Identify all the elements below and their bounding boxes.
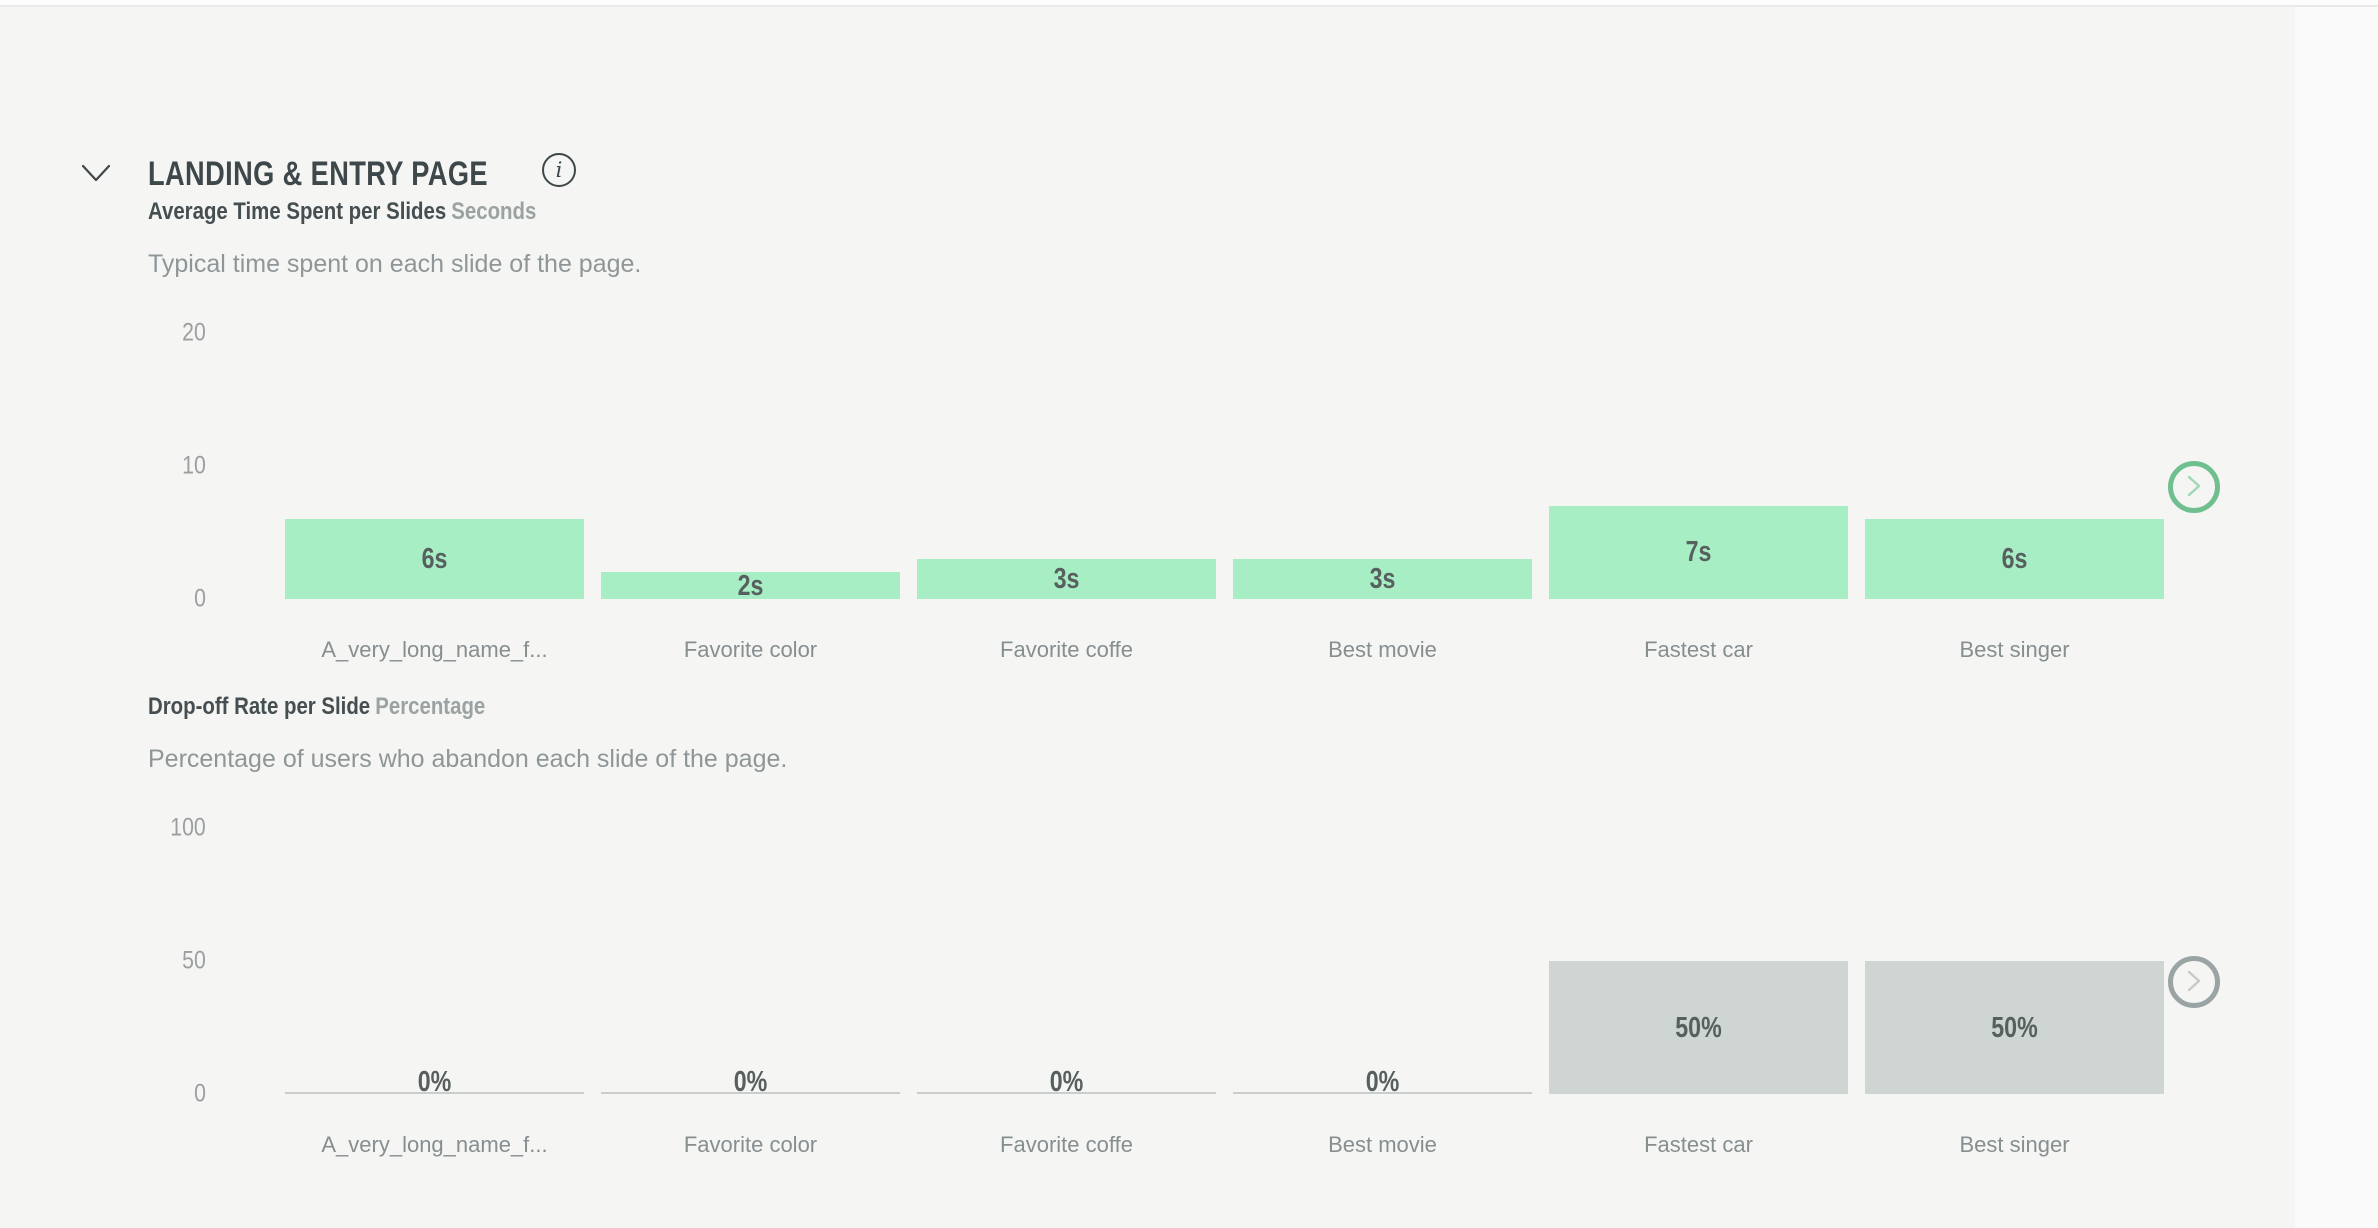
y-axis: 100 50 0: [148, 814, 206, 1108]
bar-value-label: 7s: [1685, 536, 1712, 569]
collapse-section-button[interactable]: [80, 162, 112, 184]
bar-slot: 0%: [285, 828, 584, 1098]
x-category-label: Favorite color: [683, 1132, 818, 1157]
chart-title: Average Time Spent per Slides Seconds: [148, 200, 1933, 224]
x-category-label: Favorite coffe: [1000, 1132, 1133, 1157]
bar-value-label: 0%: [417, 1066, 452, 1098]
bar-slot: 6s: [1865, 333, 2164, 599]
x-category-label: Fastest car: [1644, 1132, 1753, 1157]
bar-slot: 0%: [1233, 828, 1532, 1098]
bar: 2s: [601, 569, 900, 602]
top-divider: [0, 0, 2378, 7]
bar: 50%: [1549, 961, 1848, 1094]
bar-value-label: 0%: [1049, 1066, 1084, 1098]
bar-slot: 50%: [1865, 828, 2164, 1094]
chart-time-spent: Average Time Spent per Slides Seconds Typ…: [148, 200, 2248, 663]
bar-slot: 7s: [1549, 333, 1848, 599]
right-gutter: [2295, 7, 2378, 1228]
section-title: LANDING & ENTRY PAGE: [148, 155, 488, 193]
bar: 3s: [917, 559, 1216, 599]
bar-slot: 6s: [285, 333, 584, 599]
x-category-label: Best movie: [1328, 637, 1437, 662]
chart-drop-off: Drop-off Rate per Slide Percentage Percen…: [148, 695, 2248, 1158]
bar-slot: 3s: [1233, 333, 1532, 599]
chevron-right-icon: [2183, 473, 2205, 502]
bar-value-label: 50%: [1991, 1011, 2038, 1044]
bar-value-label: 6s: [2001, 543, 2028, 576]
chart-title: Drop-off Rate per Slide Percentage: [148, 695, 1933, 719]
bar-slot: 3s: [917, 333, 1216, 599]
bars: 0% 0% 0% 0% 50% 50%: [285, 828, 2164, 1098]
bar-slot: 0%: [917, 828, 1216, 1098]
chevron-right-icon: [2183, 968, 2205, 997]
info-icon: i: [555, 157, 563, 182]
bar: 50%: [1865, 961, 2164, 1094]
zero-bar: [1233, 1092, 1532, 1094]
bar-value-label: 3s: [1053, 563, 1080, 596]
x-category-label: A_very_long_name_f...: [321, 637, 548, 662]
bar: 6s: [285, 519, 584, 599]
bar-value-label: 50%: [1675, 1011, 1722, 1044]
x-category-label: Fastest car: [1644, 637, 1753, 662]
x-labels: A_very_long_name_f... Favorite color Favor…: [285, 1132, 2164, 1158]
chart-unit-label: Percentage: [375, 693, 486, 720]
chart-subtitle: Percentage of users who abandon each sli…: [148, 745, 788, 773]
chart-title-text: Average Time Spent per Slides: [148, 198, 447, 225]
zero-bar: [601, 1092, 900, 1094]
y-tick: 100: [170, 813, 206, 842]
next-button[interactable]: [2168, 956, 2220, 1008]
bar-slot: 50%: [1549, 828, 1848, 1094]
bar-value-label: 6s: [421, 543, 448, 576]
bar: 7s: [1549, 505, 1848, 599]
y-tick: 50: [182, 946, 206, 975]
y-tick: 0: [194, 584, 206, 613]
bar-value-label: 3s: [1369, 563, 1396, 596]
x-category-label: Favorite coffe: [1000, 637, 1133, 662]
bar: 3s: [1233, 559, 1532, 599]
bar-value-label: 0%: [1365, 1066, 1400, 1098]
y-tick: 10: [182, 451, 206, 480]
y-tick: 0: [194, 1079, 206, 1108]
bar-value-label: 2s: [737, 569, 764, 602]
bar: 6s: [1865, 519, 2164, 599]
x-category-label: A_very_long_name_f...: [321, 1132, 548, 1157]
info-button[interactable]: i: [542, 153, 576, 187]
bar-value-label: 0%: [733, 1066, 768, 1098]
x-category-label: Best singer: [1959, 637, 2070, 662]
y-axis: 20 10 0: [148, 319, 206, 613]
y-tick: 20: [182, 318, 206, 347]
bar-slot: 0%: [601, 828, 900, 1098]
plot-area: 100 50 0 0% 0% 0% 0% 50% 50%: [148, 814, 2248, 1108]
section-header: LANDING & ENTRY PAGE i: [0, 76, 2378, 193]
plot-area: 20 10 0 6s 2s 3s 3s 7s 6s: [148, 319, 2248, 613]
next-button[interactable]: [2168, 461, 2220, 513]
chevron-down-icon: [80, 164, 112, 187]
bars: 6s 2s 3s 3s 7s 6s: [285, 333, 2164, 602]
x-category-label: Best singer: [1959, 1132, 2070, 1157]
x-category-label: Favorite color: [683, 637, 818, 662]
chart-unit-label: Seconds: [451, 198, 537, 225]
zero-bar: [285, 1092, 584, 1094]
zero-bar: [917, 1092, 1216, 1094]
chart-title-text: Drop-off Rate per Slide: [148, 693, 371, 720]
bar-slot: 2s: [601, 333, 900, 602]
x-category-label: Best movie: [1328, 1132, 1437, 1157]
chart-subtitle: Typical time spent on each slide of the …: [148, 250, 642, 278]
x-labels: A_very_long_name_f... Favorite color Favor…: [285, 637, 2164, 663]
